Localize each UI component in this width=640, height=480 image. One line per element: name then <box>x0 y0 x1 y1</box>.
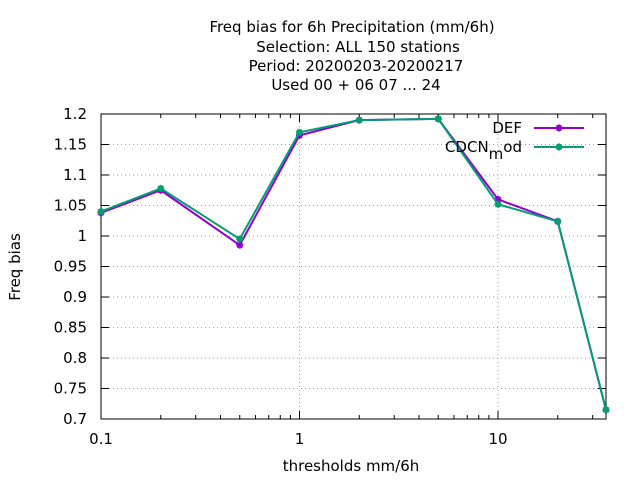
data-point <box>554 217 562 225</box>
y-tick-label: 1.15 <box>54 136 87 154</box>
axis-ticks <box>100 113 606 420</box>
y-tick-label: 0.95 <box>54 258 87 276</box>
chart-title: Freq bias for 6h Precipitation (mm/6h) S… <box>209 18 494 94</box>
data-point <box>602 406 610 414</box>
x-axis-label: thresholds mm/6h <box>283 457 420 475</box>
y-tick-label: 0.8 <box>63 349 87 367</box>
y-tick-labels: 0.7 0.75 0.8 0.85 0.9 0.95 1 1.05 1.1 1.15 1.2 <box>54 105 87 428</box>
y-tick-label: 1 <box>77 227 87 245</box>
data-point <box>236 235 244 243</box>
data-point <box>494 200 502 208</box>
title-line-2: Selection: ALL 150 stations <box>256 38 460 56</box>
legend-marker <box>555 143 563 151</box>
y-tick-label: 0.9 <box>63 288 87 306</box>
legend-label: DEF <box>492 119 522 137</box>
title-line-1: Freq bias for 6h Precipitation (mm/6h) <box>209 18 494 36</box>
legend-label: CDCNmod <box>445 138 522 163</box>
data-point <box>157 184 165 192</box>
grid-lines <box>101 114 606 419</box>
y-tick-label: 1.2 <box>63 105 87 123</box>
data-point <box>355 116 363 124</box>
data-point <box>97 208 105 216</box>
title-line-3: Period: 20200203-20200217 <box>249 57 464 75</box>
data-point <box>296 128 304 136</box>
x-tick-labels: 0.1 1 10 <box>89 430 507 448</box>
y-tick-label: 1.1 <box>63 166 87 184</box>
x-tick-label: 1 <box>295 430 305 448</box>
x-tick-label: 0.1 <box>89 430 113 448</box>
x-tick-label: 10 <box>488 430 507 448</box>
y-tick-label: 0.85 <box>54 319 87 337</box>
y-tick-label: 0.75 <box>54 380 87 398</box>
series-line-1 <box>100 117 607 411</box>
y-tick-label: 1.05 <box>54 197 87 215</box>
series-lines <box>97 115 610 414</box>
y-axis-label: Freq bias <box>6 233 24 301</box>
title-line-4: Used 00 + 06 07 ... 24 <box>271 76 440 94</box>
data-point <box>236 241 244 249</box>
y-tick-label: 0.7 <box>63 410 87 428</box>
series-line-0 <box>100 117 607 411</box>
data-point <box>434 115 442 123</box>
legend-marker <box>555 124 563 132</box>
